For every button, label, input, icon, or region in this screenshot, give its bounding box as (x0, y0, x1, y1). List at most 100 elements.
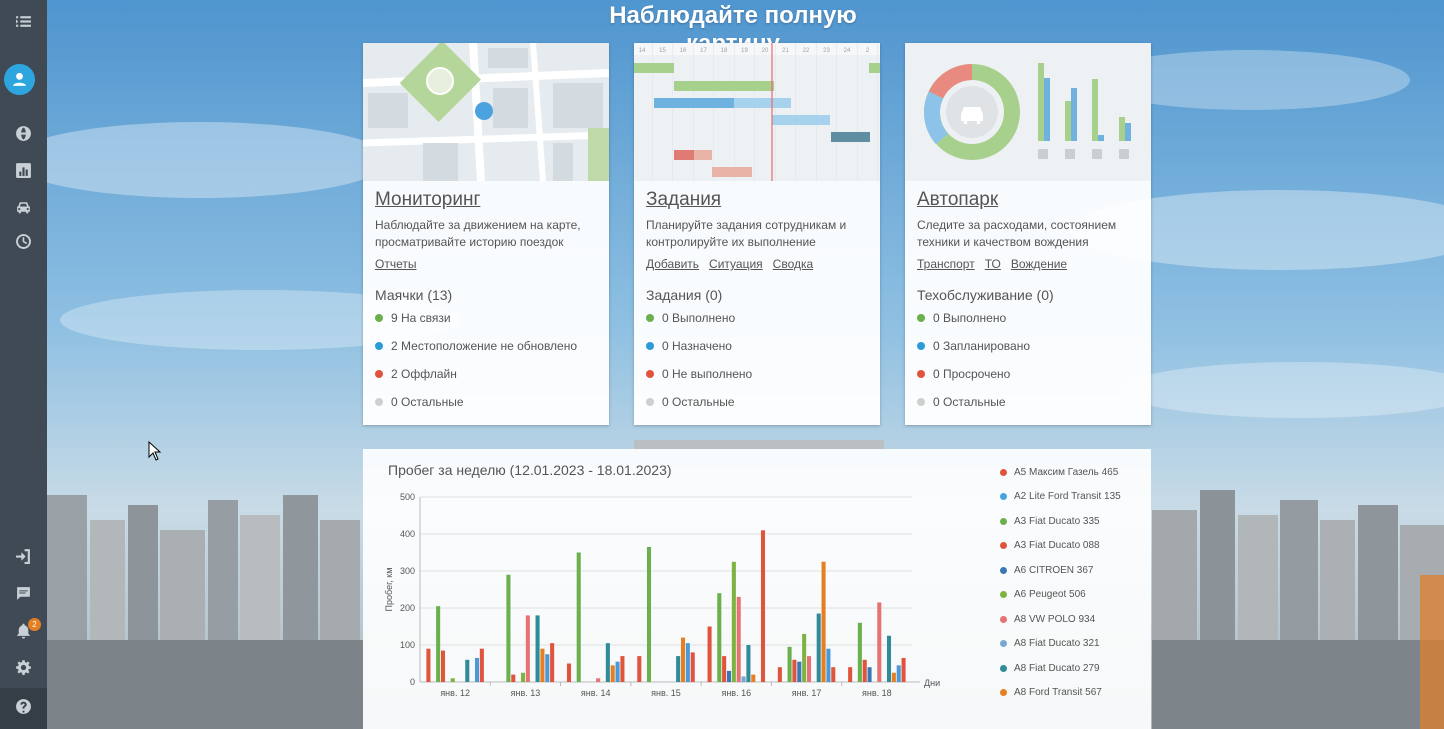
bar[interactable] (440, 650, 446, 682)
bar[interactable] (746, 645, 751, 682)
tasks-card-title[interactable]: Задания (646, 189, 722, 210)
bar[interactable] (450, 678, 455, 682)
maintenance-link[interactable]: ТО (984, 257, 1001, 271)
bar[interactable] (736, 596, 741, 682)
bar[interactable] (550, 643, 555, 682)
chat-button[interactable] (0, 578, 47, 608)
bar[interactable] (802, 633, 807, 682)
legend-item[interactable]: А8 Fiat Ducato 279 (1000, 656, 1150, 681)
bar[interactable] (707, 626, 712, 683)
bar[interactable] (465, 659, 470, 682)
bar[interactable] (877, 602, 882, 682)
legend-item[interactable]: А3 Fiat Ducato 088 (1000, 534, 1150, 559)
tasks-card-description: Планируйте задания сотрудникам и контрол… (646, 218, 847, 249)
bar[interactable] (816, 613, 821, 682)
bar[interactable] (797, 661, 802, 682)
bar[interactable] (637, 656, 642, 682)
bar[interactable] (726, 670, 732, 682)
status-dot (375, 342, 383, 350)
bar[interactable] (576, 552, 581, 683)
bar[interactable] (760, 530, 766, 682)
bar[interactable] (511, 674, 516, 682)
menu-collapse-button[interactable] (0, 6, 47, 36)
bar[interactable] (731, 561, 736, 682)
bar[interactable] (722, 656, 727, 682)
bar[interactable] (436, 606, 441, 682)
bar[interactable] (901, 657, 906, 682)
help-button[interactable] (0, 691, 47, 721)
bar[interactable] (615, 661, 620, 682)
legend-item[interactable]: А6 Peugeot 506 (1000, 583, 1150, 608)
monitoring-card-title[interactable]: Мониторинг (375, 189, 481, 210)
bar[interactable] (690, 652, 695, 682)
settings-button[interactable] (0, 652, 47, 682)
gantt-date-tick: 20 (762, 48, 769, 54)
bar[interactable] (479, 648, 484, 682)
legend-item[interactable]: А5 Максим Газель 465 (1000, 460, 1150, 485)
bar[interactable] (717, 593, 722, 682)
bar[interactable] (857, 622, 862, 682)
sidebar-item-reports[interactable] (0, 155, 47, 185)
bar[interactable] (506, 574, 511, 682)
bar[interactable] (535, 615, 540, 682)
legend-item[interactable]: А8 VW POLO 934 (1000, 607, 1150, 632)
legend-label: А5 Максим Газель 465 (1014, 466, 1119, 478)
gantt-date-tick: 16 (680, 48, 687, 54)
history-icon (16, 233, 31, 249)
legend-color-dot (1000, 640, 1007, 648)
user-avatar-button[interactable] (4, 64, 35, 95)
bar[interactable] (831, 667, 836, 682)
stat-other: 0 Остальные (917, 395, 1006, 409)
sidebar-item-fleet[interactable] (0, 192, 47, 222)
legend-item[interactable]: А3 Fiat Ducato 335 (1000, 509, 1150, 534)
bar[interactable] (741, 676, 746, 682)
bar[interactable] (826, 648, 831, 682)
bar[interactable] (891, 672, 896, 682)
bar[interactable] (605, 643, 610, 682)
sidebar-item-map[interactable] (0, 118, 47, 148)
bar[interactable] (886, 635, 892, 682)
bar[interactable] (821, 561, 826, 682)
stat-label: 0 Не выполнено (662, 367, 753, 381)
bar[interactable] (620, 656, 625, 682)
bar[interactable] (545, 654, 550, 682)
bar[interactable] (646, 546, 652, 682)
bar[interactable] (862, 659, 867, 682)
bar[interactable] (474, 657, 480, 682)
bar[interactable] (426, 648, 431, 682)
bar[interactable] (676, 656, 681, 682)
legend-item[interactable]: А8 Fiat Ducato 321 (1000, 632, 1150, 657)
bar[interactable] (896, 665, 901, 682)
situation-link[interactable]: Ситуация (709, 257, 763, 271)
bar[interactable] (540, 648, 545, 682)
bar[interactable] (680, 637, 686, 682)
bar[interactable] (525, 615, 530, 682)
bar[interactable] (848, 667, 853, 682)
bar[interactable] (596, 678, 601, 682)
legend-item[interactable]: А6 CITROEN 367 (1000, 558, 1150, 583)
transport-link[interactable]: Транспорт (917, 257, 975, 271)
bar[interactable] (792, 659, 797, 682)
bar[interactable] (867, 667, 872, 682)
bar[interactable] (777, 667, 782, 682)
legend-item[interactable]: А2 Lite Ford Transit 135 (1000, 485, 1150, 510)
legend-item[interactable]: А8 Ford Transit 567 (1000, 681, 1150, 706)
bar[interactable] (806, 656, 812, 682)
gantt-date-tick: 2 (866, 48, 870, 54)
summary-link[interactable]: Сводка (772, 257, 814, 271)
bar[interactable] (520, 672, 526, 682)
reports-link[interactable]: Отчеты (375, 257, 417, 271)
driving-link[interactable]: Вождение (1010, 257, 1068, 271)
bar[interactable] (685, 643, 690, 682)
logout-button[interactable] (0, 541, 47, 571)
bar[interactable] (566, 663, 572, 683)
add-task-link[interactable]: Добавить (646, 257, 700, 271)
bar[interactable] (787, 646, 792, 682)
bar[interactable] (610, 665, 615, 682)
gantt-date-tick: 19 (741, 48, 748, 54)
notifications-button[interactable] (0, 615, 47, 645)
sidebar-item-history[interactable] (0, 226, 47, 256)
fleet-card-title[interactable]: Автопарк (917, 189, 999, 210)
bar[interactable] (751, 674, 756, 682)
status-dot (646, 342, 654, 350)
